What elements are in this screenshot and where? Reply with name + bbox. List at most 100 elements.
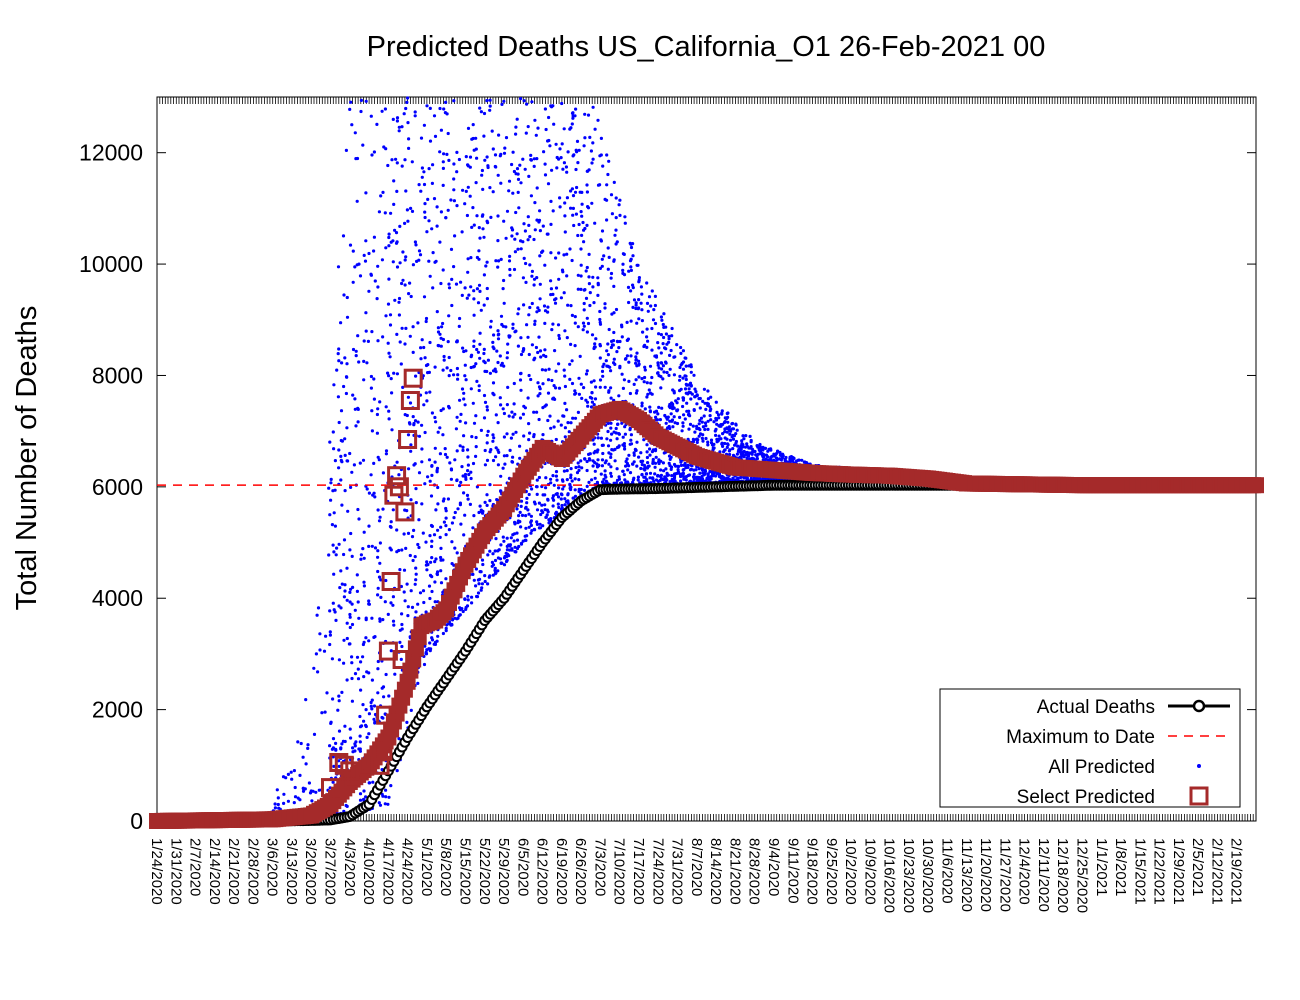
all-predicted-point xyxy=(477,249,481,253)
all-predicted-point xyxy=(522,303,526,307)
all-predicted-point xyxy=(693,395,697,399)
all-predicted-point xyxy=(703,421,708,425)
all-predicted-point xyxy=(428,139,433,143)
all-predicted-point xyxy=(466,126,471,130)
all-predicted-point xyxy=(692,373,696,377)
all-predicted-point xyxy=(623,447,627,451)
all-predicted-point xyxy=(631,286,635,290)
all-predicted-point xyxy=(586,404,590,408)
all-predicted-point xyxy=(398,568,402,572)
all-predicted-point xyxy=(408,281,412,285)
all-predicted-point xyxy=(466,455,470,459)
all-predicted-point xyxy=(681,471,685,475)
all-predicted-point xyxy=(643,368,647,372)
all-predicted-point xyxy=(422,295,427,299)
all-predicted-point xyxy=(570,122,574,126)
all-predicted-point xyxy=(348,642,352,646)
x-tick-label: 5/15/2020 xyxy=(457,838,474,905)
all-predicted-point xyxy=(533,356,537,360)
all-predicted-point xyxy=(406,219,410,223)
all-predicted-point xyxy=(560,101,564,106)
all-predicted-point xyxy=(706,419,710,423)
all-predicted-point xyxy=(471,136,475,141)
all-predicted-point xyxy=(542,150,546,154)
all-predicted-point xyxy=(412,423,416,427)
all-predicted-point xyxy=(316,606,321,610)
all-predicted-point xyxy=(404,106,408,111)
all-predicted-point xyxy=(422,662,427,667)
all-predicted-point xyxy=(622,252,626,256)
all-predicted-point xyxy=(444,626,448,631)
all-predicted-point xyxy=(350,602,354,606)
all-predicted-point xyxy=(435,639,439,643)
x-tick-label: 10/9/2020 xyxy=(861,838,878,905)
all-predicted-point xyxy=(600,369,605,373)
all-predicted-point xyxy=(720,441,724,445)
all-predicted-point xyxy=(379,578,383,582)
all-predicted-point xyxy=(549,279,553,283)
all-predicted-point xyxy=(617,475,621,479)
all-predicted-point xyxy=(667,334,671,338)
all-predicted-point xyxy=(561,487,565,491)
all-predicted-point xyxy=(389,377,393,381)
all-predicted-point xyxy=(566,492,570,496)
all-predicted-point xyxy=(314,652,318,656)
all-predicted-point xyxy=(593,127,597,131)
all-predicted-point xyxy=(344,391,348,396)
all-predicted-point xyxy=(429,494,434,498)
all-predicted-point xyxy=(439,281,443,286)
all-predicted-point xyxy=(474,362,478,366)
all-predicted-point xyxy=(584,269,588,273)
all-predicted-point xyxy=(359,98,363,102)
all-predicted-point xyxy=(617,445,621,449)
all-predicted-point xyxy=(491,190,495,194)
all-predicted-point xyxy=(491,391,495,395)
all-predicted-point xyxy=(308,791,313,795)
all-predicted-point xyxy=(560,506,564,510)
all-predicted-point xyxy=(611,343,615,347)
all-predicted-point xyxy=(678,365,682,370)
all-predicted-point xyxy=(372,249,376,253)
all-predicted-point xyxy=(505,432,509,436)
all-predicted-point xyxy=(563,201,567,205)
all-predicted-point xyxy=(343,589,347,593)
all-predicted-point xyxy=(732,434,737,438)
all-predicted-point xyxy=(350,661,354,665)
all-predicted-point xyxy=(436,634,440,638)
all-predicted-point xyxy=(555,492,559,496)
all-predicted-point xyxy=(452,162,456,166)
all-predicted-point xyxy=(583,457,587,461)
all-predicted-point xyxy=(557,336,562,341)
all-predicted-point xyxy=(562,291,566,295)
all-predicted-point xyxy=(537,218,542,222)
all-predicted-point xyxy=(568,362,572,366)
all-predicted-point xyxy=(635,440,639,444)
all-predicted-point xyxy=(411,350,415,354)
all-predicted-point xyxy=(533,228,537,232)
all-predicted-point xyxy=(538,229,543,233)
all-predicted-point xyxy=(593,345,597,349)
all-predicted-point xyxy=(407,467,411,471)
all-predicted-point xyxy=(788,457,792,461)
all-predicted-point xyxy=(384,578,388,583)
all-predicted-point xyxy=(421,589,426,593)
all-predicted-point xyxy=(362,580,366,584)
all-predicted-point xyxy=(340,582,344,586)
all-predicted-point xyxy=(637,359,641,363)
all-predicted-point xyxy=(515,167,520,171)
all-predicted-point xyxy=(634,361,638,365)
all-predicted-point xyxy=(527,223,531,227)
all-predicted-point xyxy=(582,324,586,328)
all-predicted-point xyxy=(596,276,600,280)
all-predicted-point xyxy=(432,197,437,201)
all-predicted-point xyxy=(367,544,371,549)
all-predicted-point xyxy=(328,440,332,444)
all-predicted-point xyxy=(331,755,335,759)
all-predicted-point xyxy=(375,297,379,301)
all-predicted-point xyxy=(741,445,745,449)
all-predicted-point xyxy=(529,194,534,198)
all-predicted-point xyxy=(496,360,500,365)
x-tick-label: 12/4/2020 xyxy=(1016,838,1033,905)
all-predicted-point xyxy=(290,777,294,781)
all-predicted-point xyxy=(337,694,341,698)
